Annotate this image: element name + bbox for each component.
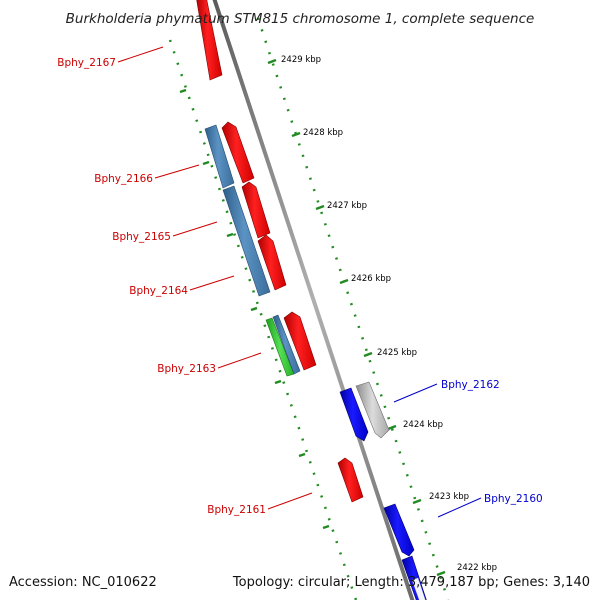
pseudo-gene[interactable]: [355, 381, 390, 439]
ruler-tick: [363, 351, 373, 358]
ruler-label: 2425 kbp: [377, 348, 417, 358]
gene-label-bphy-2161[interactable]: Bphy_2161: [207, 504, 266, 516]
ruler-labels: 2429 kbp 2428 kbp 2427 kbp 2426 kbp 2425…: [281, 55, 497, 573]
gene-bphy-2167[interactable]: [196, 0, 223, 81]
white-feature[interactable]: [411, 577, 427, 600]
cds-block[interactable]: [272, 314, 301, 375]
inner-ruler-line: [168, 39, 358, 600]
ruler-tick: [322, 524, 330, 530]
cds-block[interactable]: [204, 124, 235, 189]
leader-line: [189, 275, 235, 291]
gene-label-bphy-2167[interactable]: Bphy_2167: [57, 57, 116, 69]
gene-bphy-2165[interactable]: [241, 181, 271, 239]
gene-label-bphy-2163[interactable]: Bphy_2163: [157, 363, 216, 375]
ruler-tick: [250, 306, 258, 312]
gene-label-bphy-2166[interactable]: Bphy_2166: [94, 173, 153, 185]
leader-line: [267, 492, 313, 510]
inner-ruler: [168, 39, 358, 600]
ruler-tick: [436, 570, 446, 577]
gene-bphy-2163[interactable]: [283, 311, 317, 371]
chromosome-backbone: [212, 0, 415, 600]
gene-bphy-2161[interactable]: [337, 457, 364, 503]
topology-text: Topology: circular; Length: 3,479,187 bp…: [232, 575, 590, 590]
ruler-tick: [179, 88, 187, 94]
gene-features: [196, 0, 364, 503]
ruler-label: 2427 kbp: [327, 201, 367, 211]
gene-bphy-2164[interactable]: [257, 234, 287, 291]
gene-bphy-2166[interactable]: [221, 121, 255, 184]
ruler-tick: [412, 498, 422, 505]
gene-bphy-2160[interactable]: [383, 503, 415, 557]
ruler-label: 2429 kbp: [281, 55, 321, 65]
leader-line: [117, 46, 164, 63]
gene-label-bphy-2164[interactable]: Bphy_2164: [129, 285, 188, 297]
outer-ruler: [256, 17, 450, 600]
ruler-tick: [226, 232, 234, 238]
ruler-tick: [274, 379, 282, 385]
ruler-tick: [339, 278, 349, 285]
ruler-label: 2422 kbp: [457, 563, 497, 573]
ruler-label: 2423 kbp: [429, 492, 469, 502]
cds-block[interactable]: [222, 185, 271, 297]
ruler-tick: [298, 452, 306, 458]
leader-line: [217, 352, 262, 369]
ruler-tick: [291, 131, 301, 138]
gene-leader-lines: [117, 46, 482, 518]
ruler-tick: [267, 58, 277, 65]
accession-text: Accession: NC_010622: [9, 575, 157, 590]
ruler-tick: [202, 160, 210, 166]
gene-labels: Bphy_2167 Bphy_2166 Bphy_2165 Bphy_2164 …: [57, 57, 542, 516]
gene-label-bphy-2162[interactable]: Bphy_2162: [441, 379, 500, 391]
ruler-label: 2428 kbp: [303, 128, 343, 138]
leader-line: [437, 497, 482, 518]
gene-label-bphy-2165[interactable]: Bphy_2165: [112, 231, 171, 243]
ruler-label: 2424 kbp: [403, 420, 443, 430]
ruler-tick: [387, 424, 397, 431]
ruler-tick: [315, 204, 325, 211]
outer-ruler-line: [256, 17, 450, 600]
gene-bphy-2162[interactable]: [339, 387, 369, 442]
reverse-gene-features: [339, 381, 427, 600]
gene-label-bphy-2160[interactable]: Bphy_2160: [484, 493, 543, 505]
ruler-label: 2426 kbp: [351, 274, 391, 284]
leader-line: [393, 383, 438, 403]
map-title: Burkholderia phymatum STM815 chromosome …: [66, 11, 535, 27]
leader-line: [172, 221, 218, 237]
leader-line: [154, 164, 200, 179]
